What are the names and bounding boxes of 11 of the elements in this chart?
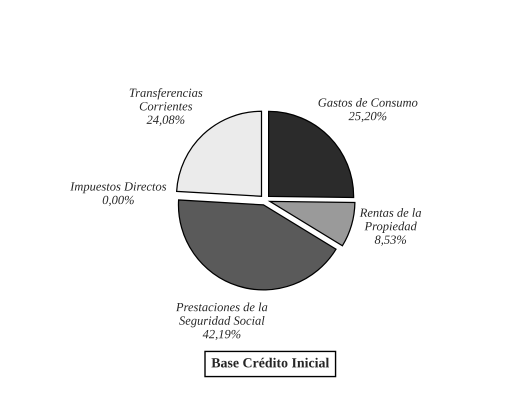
data-label: 42,19% [202,330,240,340]
data-label: 24,08% [146,116,184,126]
text: 0,00% [102,196,134,206]
slice-label: Prestaciones de la Seguridad Social [176,302,268,328]
text: Base Crédito Inicial [211,358,330,368]
data-label: 25,20% [348,112,386,122]
slice-label: Rentas de la Propiedad [360,208,422,233]
slice-label: Transferencias Corrientes [130,88,202,110]
data-label: 8,53% [374,236,406,246]
slice-label: Gastos de Consumo [318,98,418,107]
category-label: Impuestos Directos [70,182,166,194]
